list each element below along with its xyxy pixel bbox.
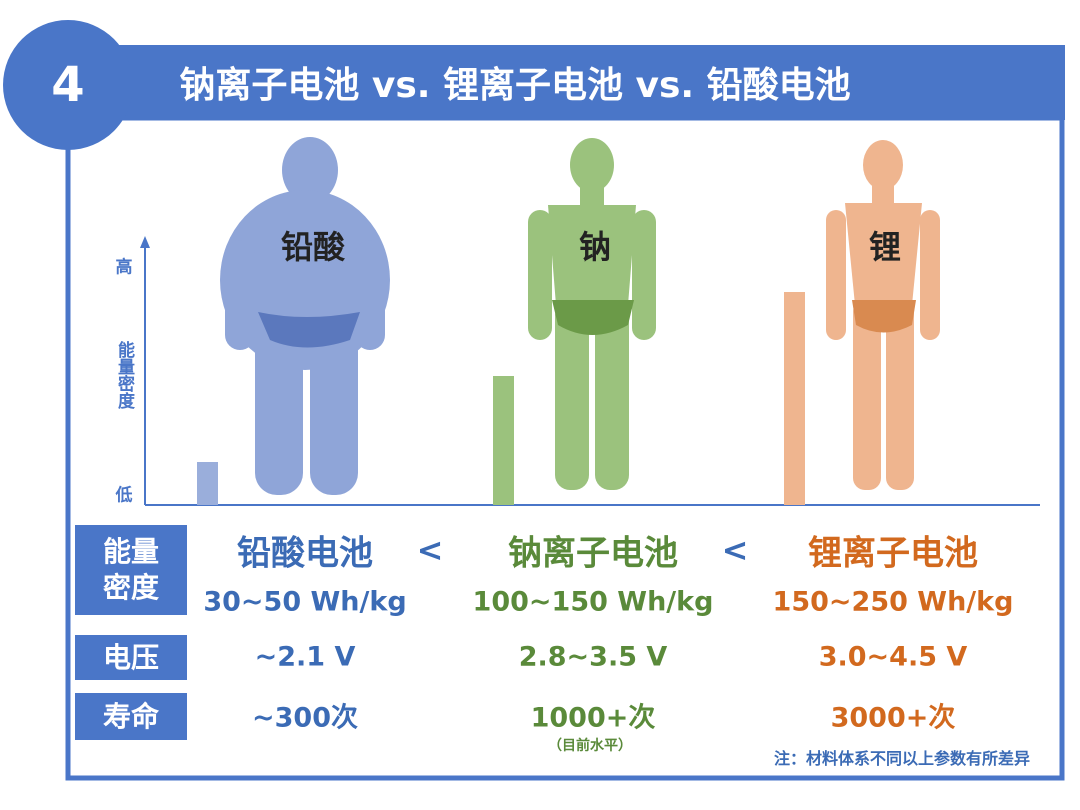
cell-energy: 100~150 Wh/kg [472, 586, 714, 618]
separator: < [721, 531, 749, 569]
cell-voltage: 2.8~3.5 V [518, 641, 668, 673]
cell-life: 3000+次 [830, 702, 956, 734]
separator: < [416, 531, 444, 569]
life-note: （目前水平） [548, 738, 632, 754]
cell-life: 1000+次 [530, 702, 656, 734]
bar-lead [197, 462, 218, 505]
row-label: 能量密度 [75, 525, 187, 615]
axis-label: 能量密度 [114, 341, 134, 409]
footnote: 注：材料体系不同以上参数有所差异 [773, 749, 1031, 768]
figure-lithium [826, 140, 940, 490]
figure-sodium [528, 138, 656, 490]
cell-voltage: 3.0~4.5 V [818, 641, 968, 673]
title: 钠离子电池 vs. 锂离子电池 vs. 铅酸电池 [179, 65, 851, 106]
figure-label: 锂 [868, 228, 902, 266]
cell-voltage: ~2.1 V [254, 641, 356, 673]
axis-low: 低 [115, 485, 133, 506]
cell-name: 钠离子电池 [508, 533, 678, 574]
figure-lead [220, 137, 390, 495]
figure-label: 钠 [578, 228, 612, 266]
header-bar [60, 45, 1065, 120]
row-label: 寿命 [75, 693, 187, 740]
cell-name: 铅酸电池 [237, 533, 373, 574]
number-badge [3, 20, 133, 150]
row-label: 电压 [75, 635, 187, 680]
badge-number: 4 [51, 57, 85, 113]
cell-energy: 30~50 Wh/kg [203, 586, 407, 618]
cell-energy: 150~250 Wh/kg [772, 586, 1014, 618]
axis-arrow [140, 236, 150, 248]
bar-lithium [784, 292, 805, 505]
figure-label: 铅酸 [280, 228, 346, 266]
cell-life: ~300次 [252, 702, 358, 734]
axis-high: 高 [115, 257, 133, 278]
cell-name: 锂离子电池 [808, 533, 978, 574]
bar-sodium [493, 376, 514, 505]
